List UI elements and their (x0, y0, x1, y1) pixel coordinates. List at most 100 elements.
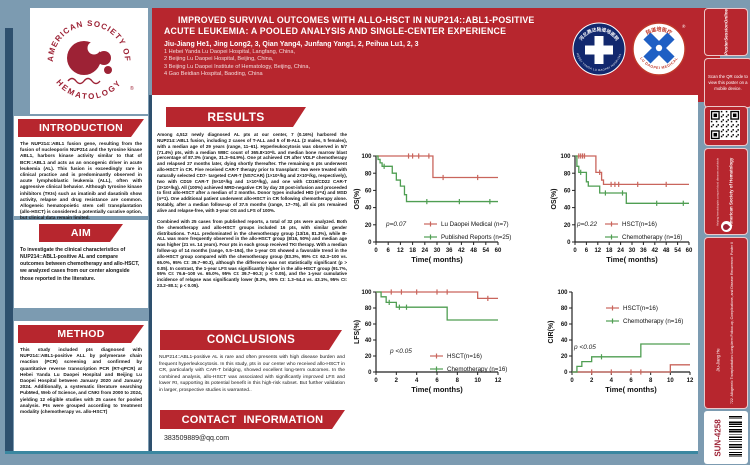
svg-text:p <0.05: p <0.05 (573, 344, 596, 351)
poster-code-box: SUN-4258 (704, 411, 748, 464)
svg-text:60: 60 (561, 322, 568, 328)
hospital2-cn-arc-text: 陆道培医疗 (645, 26, 673, 36)
ash-rail-box: American Society of Hematology Helping h… (704, 148, 748, 235)
postersessiononline-box: PosterSessionOnline (704, 8, 748, 56)
registered-mark-icon: ® (682, 23, 686, 29)
svg-text:Time( months): Time( months) (411, 385, 463, 394)
introduction-body: The NUP214::ABL1 fusion gene, resulting … (20, 141, 142, 221)
svg-text:HSCT(n=16): HSCT(n=16) (622, 221, 657, 228)
svg-text:陆道培医疗: 陆道培医疗 (645, 26, 673, 36)
poster-body-panel (152, 95, 698, 451)
ash-rail-text: American Society of Hematology (728, 157, 734, 226)
svg-text:0: 0 (573, 248, 577, 254)
presenter-name-text: Jiu-Jiang He (715, 348, 721, 373)
svg-text:OS(%): OS(%) (551, 189, 558, 210)
introduction-heading-label: INTRODUCTION (38, 122, 124, 134)
left-accent-bar (5, 28, 13, 452)
conclusions-heading: CONCLUSIONS (160, 330, 342, 350)
svg-text:60: 60 (686, 248, 693, 254)
poster-affiliations: 1 Hebei Yanda Lu Daopei Hospital, Langfa… (164, 49, 710, 79)
method-body: This study included pts diagnosed with N… (20, 347, 142, 415)
postersessiononline-logo: PosterSessionOnline (723, 8, 729, 56)
svg-text:2: 2 (395, 378, 399, 384)
poster-title: IMPROVED SURVIVAL OUTCOMES WITH ALLO-HSC… (164, 15, 535, 37)
svg-text:48: 48 (663, 248, 670, 254)
svg-text:36: 36 (640, 248, 647, 254)
svg-text:24: 24 (617, 248, 624, 254)
svg-text:CIR(%): CIR(%) (548, 321, 555, 344)
session-title-text: 722. Allogeneic Transplantation: Long-te… (729, 241, 734, 405)
svg-text:HSCT(n=16): HSCT(n=16) (447, 353, 482, 360)
aim-heading: AIM (39, 224, 123, 242)
km-chart-lfs: 0 20 40 60 80 100 0 2 4 6 8 10 12 Time( months) LFS(%)… (352, 268, 542, 421)
svg-text:18: 18 (409, 248, 416, 254)
svg-text:60: 60 (365, 322, 372, 328)
svg-text:HSCT(n=16): HSCT(n=16) (623, 305, 658, 312)
qr-instruction-text: Scan the QR code to view this poster on … (708, 73, 748, 92)
svg-text:0: 0 (374, 378, 378, 384)
svg-text:48: 48 (470, 248, 477, 254)
svg-text:Chemotherapy (n=16): Chemotherapy (n=16) (447, 366, 507, 373)
method-heading: METHOD (18, 325, 144, 343)
svg-text:80: 80 (561, 306, 568, 312)
method-section: METHOD This study included pts diagnosed… (14, 321, 148, 451)
svg-text:0: 0 (374, 248, 378, 254)
svg-text:Published Reports (n=25): Published Reports (n=25) (441, 234, 511, 241)
contact-email: 383509889@qq.com (164, 435, 230, 442)
svg-text:20: 20 (365, 223, 372, 229)
svg-text:12: 12 (397, 248, 404, 254)
svg-text:18: 18 (606, 248, 613, 254)
registered-mark-icon: ® (130, 85, 134, 92)
svg-text:20: 20 (365, 354, 372, 360)
qr-instruction-box: Scan the QR code to view this poster on … (704, 58, 750, 108)
svg-text:Time( months): Time( months) (605, 385, 657, 394)
svg-text:40: 40 (561, 338, 568, 344)
svg-text:HEMATOLOGY: HEMATOLOGY (54, 78, 123, 101)
svg-text:Time( months): Time( months) (411, 255, 463, 264)
svg-text:0: 0 (570, 378, 574, 384)
svg-text:6: 6 (629, 378, 633, 384)
qr-code (710, 110, 740, 140)
poster-header: IMPROVED SURVIVAL OUTCOMES WITH ALLO-HSC… (152, 8, 720, 102)
bottom-teal-rule (5, 451, 698, 454)
svg-text:12: 12 (687, 378, 694, 384)
svg-text:12: 12 (495, 378, 502, 384)
svg-text:8: 8 (456, 378, 460, 384)
svg-text:10: 10 (667, 378, 674, 384)
svg-text:2: 2 (590, 378, 594, 384)
svg-text:42: 42 (458, 248, 465, 254)
svg-text:40: 40 (365, 206, 372, 212)
svg-text:80: 80 (564, 171, 571, 177)
results-paragraph: Among 4,512 newly diagnosed AL pts at ou… (157, 132, 347, 213)
results-body: Among 4,512 newly diagnosed AL pts at ou… (157, 132, 347, 294)
aim-section: AIM To investigate the clinical characte… (14, 220, 148, 308)
affiliation-line: 2 Beijing Lu Daopei Hospital, Beijing, C… (164, 56, 274, 63)
affiliation-line: 3 Beijing Lu Daopei Institute of Hematol… (164, 63, 311, 70)
contact-heading: CONTACT INFORMATION (160, 410, 345, 429)
svg-text:100: 100 (560, 154, 571, 160)
svg-text:0: 0 (567, 240, 571, 246)
svg-text:54: 54 (674, 248, 681, 254)
qr-code-box (704, 106, 748, 146)
svg-text:p=0.07: p=0.07 (385, 221, 406, 228)
svg-text:4: 4 (610, 378, 614, 384)
svg-text:LFS(%): LFS(%) (354, 320, 361, 344)
poster-authors: Jiu-Jiang He1, Jing Long2, 3, Qian Yang4… (164, 40, 419, 48)
svg-text:36: 36 (446, 248, 453, 254)
svg-text:0: 0 (368, 240, 372, 246)
svg-text:6: 6 (435, 378, 439, 384)
results-heading: RESULTS (166, 107, 306, 127)
lu-daopei-medical-logo: 陆道培医疗 LU DAOPEI MEDICAL ® (632, 22, 686, 76)
affiliation-line: 4 Gao Beidian Hospital, Baoding, China (164, 71, 263, 78)
svg-text:4: 4 (415, 378, 419, 384)
hebei-yanda-hospital-logo: 河北燕达陆道培医院 HEBEI YANDA LU DAOPEI HOSPITAL (572, 22, 626, 76)
svg-text:20: 20 (564, 223, 571, 229)
svg-text:100: 100 (361, 154, 372, 160)
km-chart-os-hsct-vs-chemo: 0 20 40 60 80 100 0 6 12 18 24 30 36 42 48 54 60 Time( mo… (549, 140, 695, 289)
affiliation-line: 1 Hebei Yanda Lu Daopei Hospital, Langfa… (164, 48, 296, 55)
svg-text:Time( months): Time( months) (606, 255, 658, 264)
ash-logo-text-bottom: HEMATOLOGY (54, 78, 121, 101)
contact-heading-label: CONTACT INFORMATION (181, 413, 324, 426)
barcode (729, 416, 742, 459)
ash-rail-tagline: Helping hematologists conquer blood dise… (716, 157, 720, 226)
